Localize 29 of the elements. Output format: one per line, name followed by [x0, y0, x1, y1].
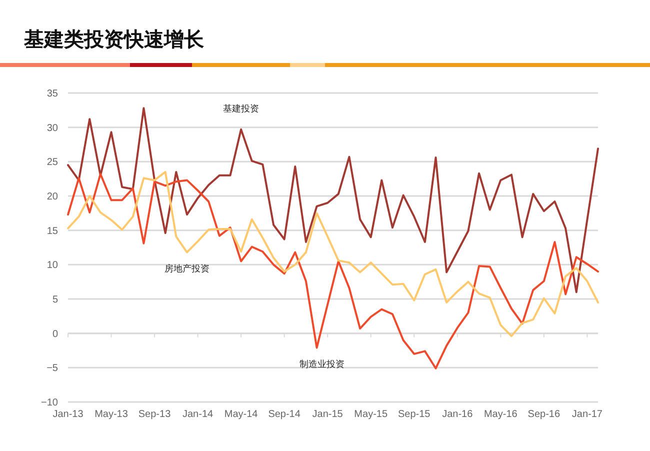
x-tick-label: May-16 [484, 409, 518, 420]
chart-title: 基建类投资快速增长 [23, 29, 205, 51]
x-tick-label: May-14 [224, 409, 258, 420]
x-tick-label: Sep-14 [268, 409, 301, 420]
text: 基建投资 [223, 103, 260, 114]
y-tick-label: 0 [52, 328, 58, 340]
x-tick-label: Sep-16 [528, 409, 560, 420]
x-tick-label: Jan-16 [442, 409, 474, 420]
y-tick-label: 20 [46, 192, 58, 202]
y-tick-label: 35 [46, 88, 58, 100]
x-tick-label: Jan-13 [52, 409, 84, 420]
y-tick-label: 5 [52, 294, 58, 306]
x-tick-label: Sep-13 [138, 409, 172, 420]
series-label: 房地产投资 [164, 263, 210, 274]
x-tick-label: Jan-17 [572, 409, 603, 420]
x-tick-label: May-15 [354, 409, 388, 420]
y-tick-label: −5 [46, 363, 58, 374]
y-tick-label: 15 [46, 226, 58, 237]
x-tick-label: Jan-15 [312, 409, 344, 420]
y-tick-label: 30 [46, 122, 58, 134]
x-tick-label: Jan-14 [182, 409, 214, 420]
y-tick-label: −10 [41, 398, 58, 408]
y-tick-label: 10 [46, 260, 58, 272]
x-tick-label: May-13 [94, 409, 128, 420]
x-tick-label: Sep-15 [398, 409, 431, 420]
line-series [67, 170, 599, 338]
line-series [67, 173, 599, 370]
y-tick-label: 25 [46, 157, 58, 168]
series-label: 制造业投资 [299, 358, 344, 369]
